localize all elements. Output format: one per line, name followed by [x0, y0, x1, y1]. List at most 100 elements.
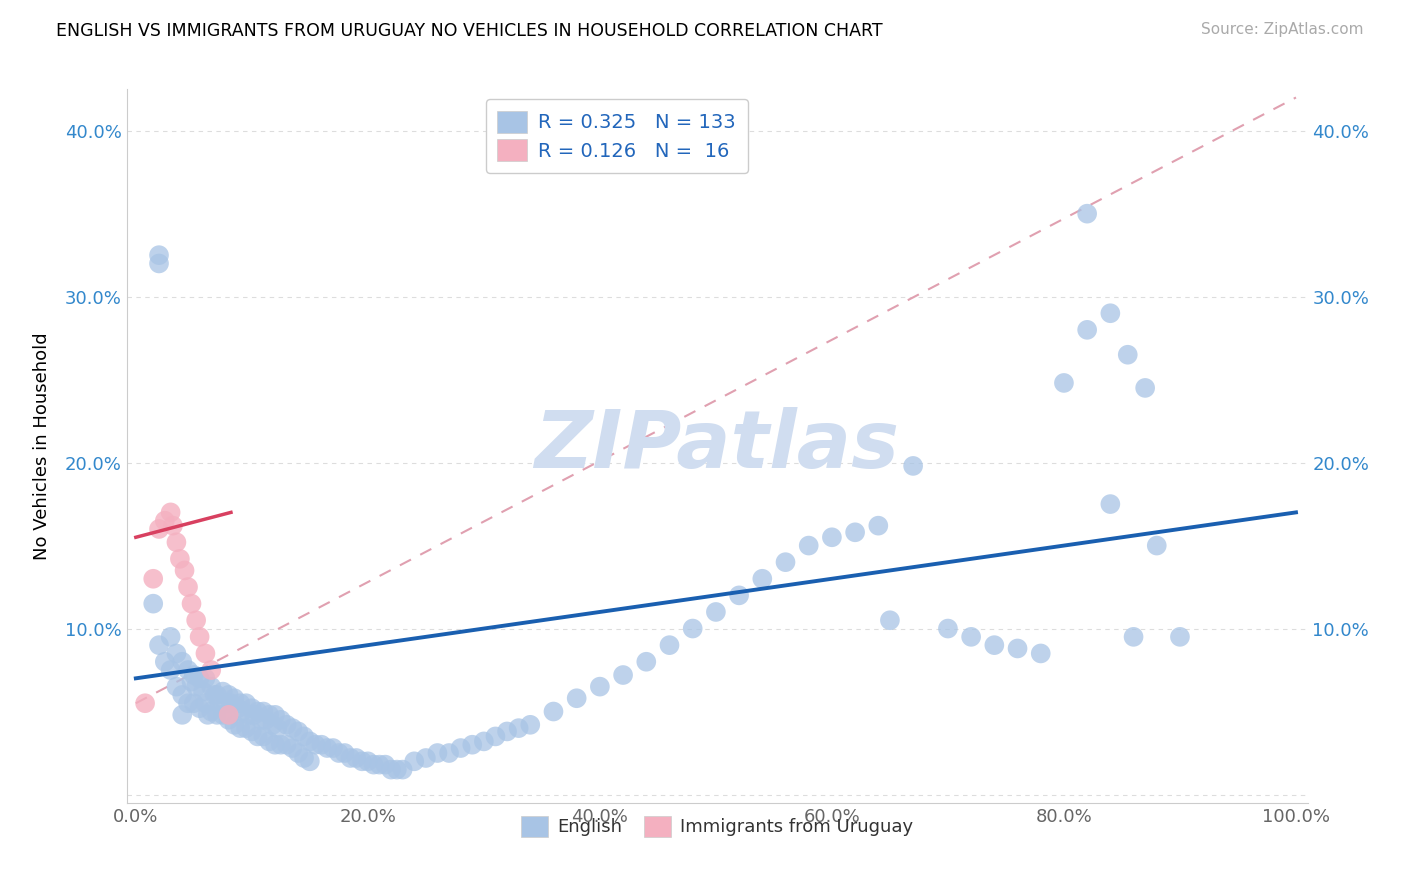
Point [224, 718, 246, 732]
Point [218, 688, 240, 702]
Point [188, 671, 211, 685]
Point [1099, 497, 1122, 511]
Point [496, 724, 519, 739]
Point [1007, 641, 1029, 656]
Point [218, 713, 240, 727]
Point [262, 718, 284, 732]
Point [543, 705, 565, 719]
Point [287, 724, 309, 739]
Point [415, 751, 437, 765]
Point [328, 746, 350, 760]
Point [936, 622, 959, 636]
Point [186, 680, 208, 694]
Point [232, 705, 254, 719]
Point [208, 696, 231, 710]
Point [1053, 376, 1076, 390]
Point [183, 668, 205, 682]
Point [134, 696, 156, 710]
Point [159, 505, 181, 519]
Point [215, 696, 238, 710]
Point [153, 655, 176, 669]
Point [357, 754, 380, 768]
Point [211, 684, 233, 698]
Point [264, 738, 287, 752]
Point [316, 741, 339, 756]
Point [205, 688, 228, 702]
Point [391, 763, 413, 777]
Point [461, 738, 484, 752]
Point [240, 701, 263, 715]
Point [172, 707, 194, 722]
Point [204, 688, 226, 702]
Point [229, 696, 252, 710]
Point [728, 588, 751, 602]
Point [658, 638, 681, 652]
Point [200, 705, 222, 719]
Point [219, 696, 242, 710]
Point [385, 763, 408, 777]
Point [704, 605, 727, 619]
Point [142, 572, 165, 586]
Point [165, 647, 187, 661]
Point [235, 721, 257, 735]
Point [775, 555, 797, 569]
Point [148, 256, 170, 270]
Point [1076, 323, 1098, 337]
Point [1133, 381, 1156, 395]
Point [508, 721, 530, 735]
Point [1146, 539, 1168, 553]
Point [257, 707, 280, 722]
Point [211, 707, 233, 722]
Point [484, 730, 506, 744]
Point [148, 638, 170, 652]
Point [188, 630, 211, 644]
Point [266, 721, 288, 735]
Point [194, 696, 217, 710]
Point [298, 734, 321, 748]
Point [1029, 647, 1052, 661]
Point [636, 655, 658, 669]
Point [191, 684, 214, 698]
Point [235, 696, 257, 710]
Point [270, 713, 292, 727]
Point [226, 701, 249, 715]
Point [1099, 306, 1122, 320]
Point [194, 647, 217, 661]
Point [983, 638, 1005, 652]
Point [311, 738, 333, 752]
Point [344, 751, 367, 765]
Point [186, 613, 208, 627]
Point [177, 663, 200, 677]
Point [252, 705, 274, 719]
Point [844, 525, 866, 540]
Point [298, 754, 321, 768]
Point [180, 597, 202, 611]
Point [205, 707, 228, 722]
Point [246, 705, 269, 719]
Point [612, 668, 634, 682]
Point [229, 721, 252, 735]
Point [159, 663, 181, 677]
Point [270, 738, 292, 752]
Point [333, 746, 356, 760]
Point [472, 734, 495, 748]
Point [254, 713, 277, 727]
Point [169, 552, 191, 566]
Text: Source: ZipAtlas.com: Source: ZipAtlas.com [1201, 22, 1364, 37]
Point [404, 754, 426, 768]
Point [173, 564, 195, 578]
Point [565, 691, 588, 706]
Point [246, 730, 269, 744]
Point [751, 572, 773, 586]
Point [1116, 348, 1139, 362]
Point [243, 707, 266, 722]
Point [177, 696, 200, 710]
Point [437, 746, 460, 760]
Point [200, 663, 222, 677]
Point [153, 514, 176, 528]
Point [188, 701, 211, 715]
Point [1076, 207, 1098, 221]
Point [250, 713, 273, 727]
Point [821, 530, 844, 544]
Point [180, 674, 202, 689]
